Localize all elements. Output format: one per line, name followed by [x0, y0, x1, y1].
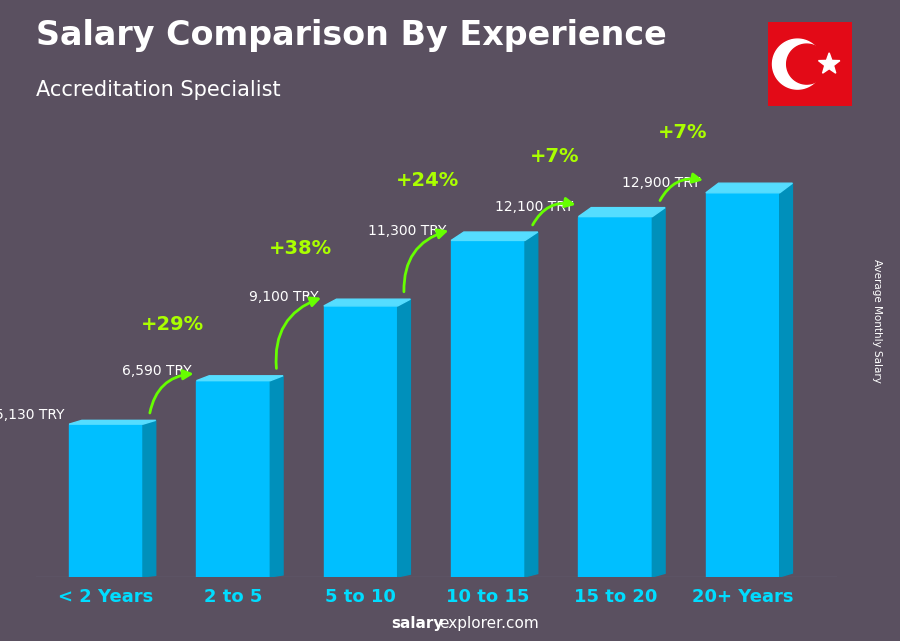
Text: +38%: +38% [269, 238, 332, 258]
Text: 12,100 TRY: 12,100 TRY [495, 200, 573, 214]
Polygon shape [779, 183, 792, 577]
Polygon shape [143, 420, 156, 577]
Polygon shape [398, 299, 410, 577]
Text: +7%: +7% [658, 122, 707, 142]
Text: 9,100 TRY: 9,100 TRY [249, 290, 319, 304]
Polygon shape [196, 376, 283, 381]
Polygon shape [69, 424, 143, 577]
Polygon shape [772, 39, 823, 89]
Polygon shape [270, 376, 283, 577]
Text: +24%: +24% [396, 172, 459, 190]
Polygon shape [579, 208, 665, 217]
Text: 6,590 TRY: 6,590 TRY [122, 364, 192, 378]
Polygon shape [652, 208, 665, 577]
Text: Salary Comparison By Experience: Salary Comparison By Experience [36, 19, 667, 52]
Polygon shape [818, 53, 840, 73]
Text: Accreditation Specialist: Accreditation Specialist [36, 80, 281, 100]
Text: 11,300 TRY: 11,300 TRY [368, 224, 446, 238]
Text: explorer.com: explorer.com [439, 617, 539, 631]
Polygon shape [451, 232, 537, 240]
Polygon shape [706, 193, 779, 577]
Polygon shape [706, 183, 792, 193]
Polygon shape [324, 299, 410, 306]
Text: +29%: +29% [141, 315, 204, 334]
Text: +7%: +7% [530, 147, 580, 166]
Text: Average Monthly Salary: Average Monthly Salary [872, 258, 883, 383]
Polygon shape [451, 240, 525, 577]
Polygon shape [196, 381, 270, 577]
Polygon shape [324, 306, 398, 577]
Polygon shape [579, 217, 652, 577]
Text: 5,130 TRY: 5,130 TRY [0, 408, 64, 422]
Text: salary: salary [392, 617, 444, 631]
Polygon shape [525, 232, 537, 577]
Text: 12,900 TRY: 12,900 TRY [623, 176, 701, 190]
Polygon shape [787, 44, 827, 84]
Polygon shape [69, 420, 156, 424]
